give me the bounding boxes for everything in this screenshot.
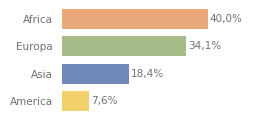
- Bar: [62, 36, 186, 56]
- Text: 18,4%: 18,4%: [131, 69, 164, 79]
- Bar: [62, 91, 89, 111]
- Bar: [62, 9, 208, 29]
- Text: 40,0%: 40,0%: [209, 14, 242, 24]
- Bar: [62, 64, 129, 84]
- Text: 34,1%: 34,1%: [188, 41, 221, 51]
- Text: 7,6%: 7,6%: [91, 96, 118, 106]
